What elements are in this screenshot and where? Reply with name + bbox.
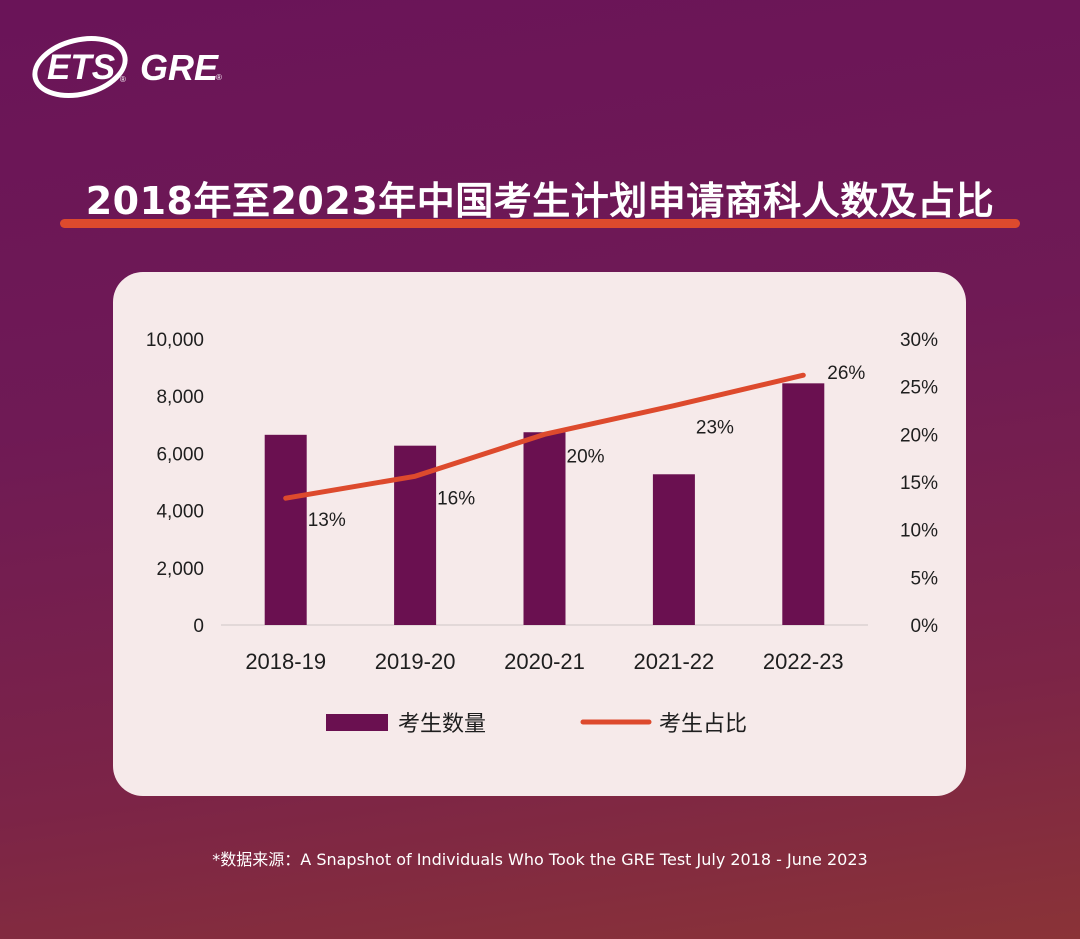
y-left-tick-label: 6,000	[156, 444, 204, 465]
data-label: 20%	[567, 446, 605, 467]
data-label: 26%	[827, 363, 865, 384]
legend-label-line: 考生占比	[659, 712, 747, 737]
x-tick-label: 2018-19	[245, 649, 326, 674]
ets-registered-mark: ®	[120, 75, 126, 84]
ets-wordmark: ETS	[47, 48, 115, 87]
ets-ring-icon	[32, 36, 128, 98]
y-right-tick-label: 30%	[900, 330, 938, 351]
legend-swatch-bar	[326, 714, 388, 731]
y-right-tick-label: 20%	[900, 425, 938, 446]
data-label: 16%	[437, 488, 475, 509]
y-left-tick-label: 8,000	[156, 387, 204, 408]
y-left-tick-label: 4,000	[156, 502, 204, 523]
ets-gre-logo: ETS ® GRE ®	[30, 30, 240, 100]
data-label: 13%	[308, 510, 346, 531]
bar	[523, 432, 566, 625]
bar	[264, 434, 307, 625]
ets-gre-logo-graphic: ETS ® GRE ®	[32, 36, 222, 98]
y-left-tick-label: 0	[193, 616, 204, 637]
combo-chart: 0 2,000 4,000 6,000 8,000 10,000 0% 5% 10% 15% 20%…	[146, 330, 939, 737]
gre-wordmark: GRE	[140, 47, 219, 88]
y-left-tick-label: 2,000	[156, 559, 204, 580]
legend-label-bar: 考生数量	[398, 712, 486, 737]
y-right-tick-label: 15%	[900, 473, 938, 494]
y-right-tick-label: 10%	[900, 521, 938, 542]
x-tick-label: 2021-22	[634, 649, 715, 674]
page-title: 2018年至2023年中国考生计划申请商科人数及占比	[85, 179, 995, 223]
y-left-tick-label: 10,000	[146, 330, 204, 351]
x-tick-label: 2022-23	[763, 649, 844, 674]
bar	[782, 383, 825, 625]
x-tick-label: 2020-21	[504, 649, 585, 674]
percentage-line	[283, 372, 806, 501]
chart-card: 0 2,000 4,000 6,000 8,000 10,000 0% 5% 10% 15% 20%…	[113, 272, 966, 796]
x-tick-label: 2019-20	[375, 649, 456, 674]
y-right-tick-label: 25%	[900, 378, 938, 399]
title-underline	[60, 219, 1020, 228]
data-label: 23%	[696, 418, 734, 439]
source-footnote: *数据来源：A Snapshot of Individuals Who Took…	[212, 850, 868, 869]
y-right-tick-label: 0%	[911, 616, 939, 637]
bar	[652, 474, 695, 625]
gre-registered-mark: ®	[216, 73, 222, 82]
y-right-tick-label: 5%	[911, 568, 939, 589]
